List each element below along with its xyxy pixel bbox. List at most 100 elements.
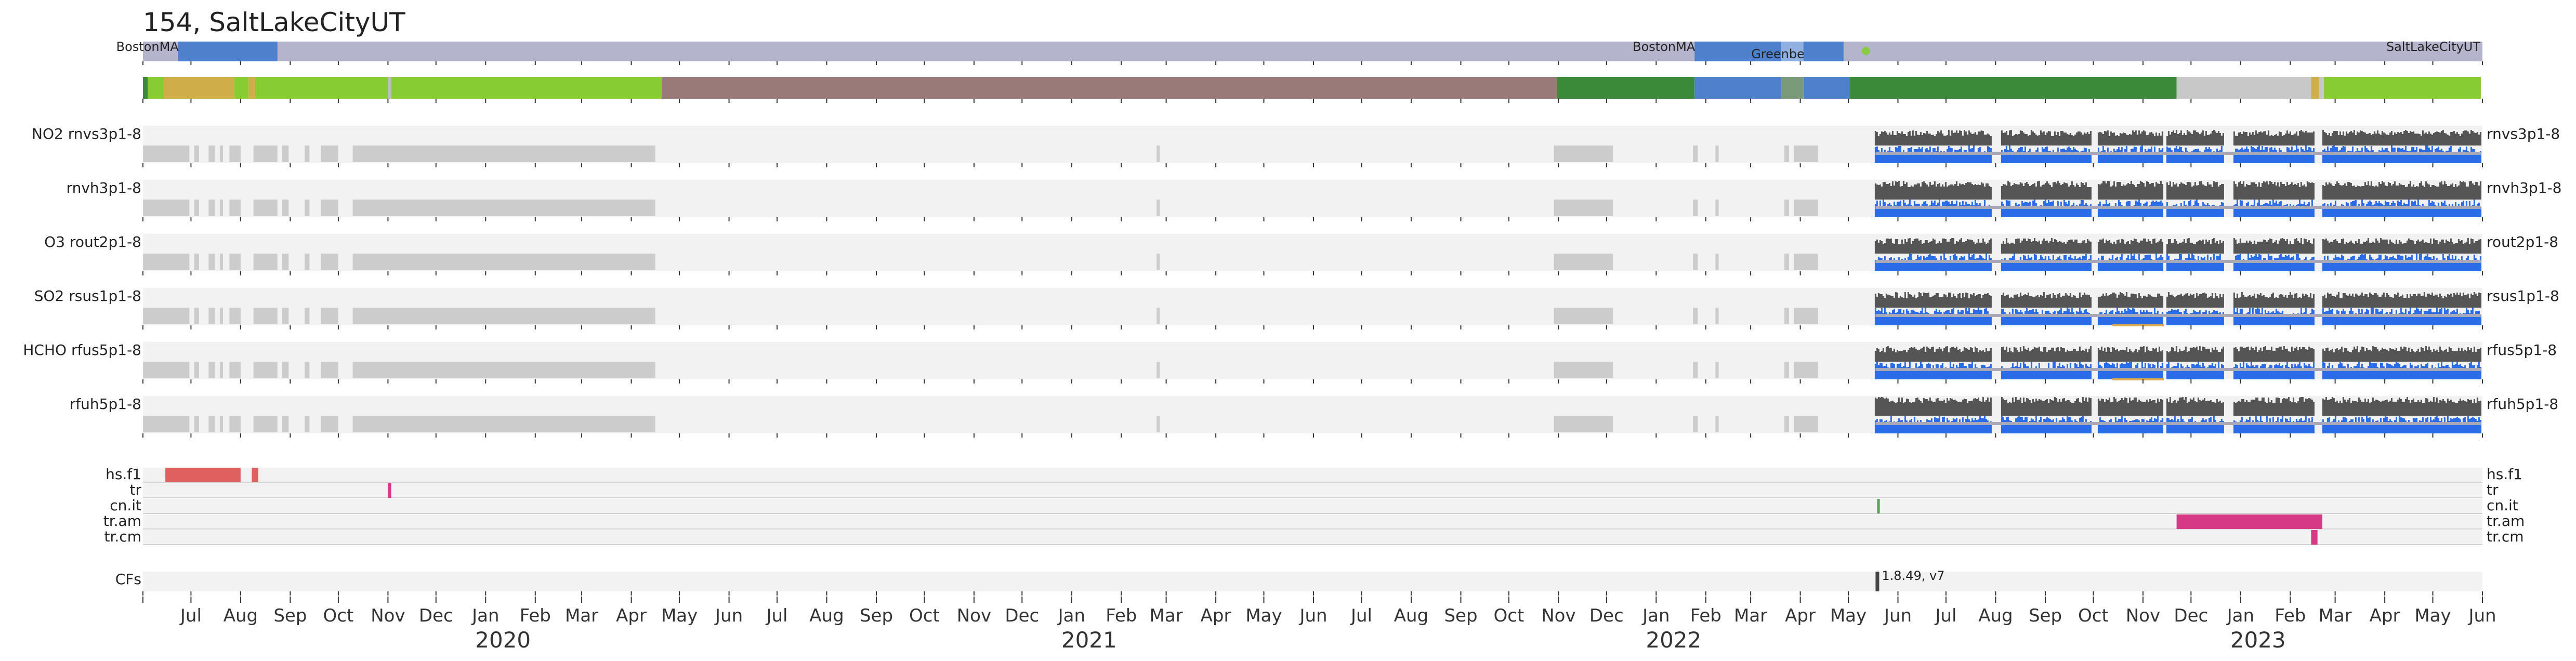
missing-span	[1794, 146, 1818, 162]
missing-span	[143, 254, 190, 270]
missing-span	[253, 254, 278, 270]
flag-row-label: tr.am	[103, 512, 141, 530]
flag-event	[388, 483, 391, 498]
missing-span	[253, 146, 278, 162]
missing-span	[1794, 254, 1818, 270]
flag-row-label: tr	[130, 481, 142, 498]
flag-row-track	[143, 530, 2482, 545]
year-label: 2023	[2230, 627, 2286, 653]
missing-span	[1715, 254, 1719, 270]
missing-span	[1794, 200, 1818, 216]
cf-row-track	[143, 572, 2482, 591]
missing-span	[143, 308, 190, 324]
missing-span	[208, 416, 215, 432]
month-tick-label: Oct	[2078, 605, 2109, 626]
month-tick-label: Jun	[1883, 605, 1912, 626]
product-row-ticks	[142, 379, 2483, 384]
data-blue-bars	[1874, 362, 2481, 379]
missing-span	[1554, 416, 1613, 432]
missing-span	[253, 416, 278, 432]
month-tick-label: Apr	[2370, 605, 2400, 626]
status-segment	[164, 77, 234, 99]
flag-row-track	[143, 468, 2482, 482]
month-tick-label: Mar	[565, 605, 598, 626]
data-blue-bars	[1874, 254, 2481, 271]
status-segment	[148, 77, 164, 99]
location-segment	[1694, 42, 1781, 61]
product-row-right-label: rfus5p1-8	[2487, 341, 2557, 359]
time-axis-ticks	[142, 597, 2483, 603]
missing-span	[229, 200, 241, 216]
missing-span	[194, 416, 199, 432]
missing-span	[321, 416, 338, 432]
status-segment	[248, 77, 255, 99]
product-row-right-label: rnvs3p1-8	[2487, 125, 2560, 142]
data-overlay-band	[1875, 152, 2481, 155]
product-row-right-label: rout2p1-8	[2487, 233, 2558, 250]
flag-event	[165, 468, 241, 482]
location-label: BostonMA	[1633, 39, 1696, 54]
data-gray-bars	[1874, 181, 2481, 200]
status-segment	[2319, 77, 2324, 99]
missing-span	[352, 416, 655, 432]
product-row-label: O3 rout2p1-8	[44, 233, 141, 250]
status-segment	[2324, 77, 2481, 99]
month-tick-label: Feb	[1690, 605, 1721, 626]
missing-span	[282, 362, 289, 378]
flag-row-label: hs.f1	[106, 466, 141, 483]
data-overlay-band	[1875, 206, 2481, 209]
product-row-label: SO2 rsus1p1-8	[34, 287, 141, 305]
missing-span	[208, 200, 215, 216]
missing-span	[305, 200, 310, 216]
status-segment	[391, 77, 662, 99]
month-tick-label: Jun	[2467, 605, 2496, 626]
flag-row-track	[143, 514, 2482, 529]
missing-span	[321, 146, 338, 162]
missing-span	[1156, 200, 1160, 216]
month-tick-label: May	[1245, 605, 1282, 626]
missing-span	[194, 146, 199, 162]
data-gray-bars	[1874, 292, 2481, 308]
missing-span	[352, 254, 655, 270]
missing-span	[219, 146, 224, 162]
flag-row-right-label: cn.it	[2487, 497, 2518, 514]
missing-span	[1156, 416, 1160, 432]
product-row-ticks	[142, 163, 2483, 167]
status-segment	[2311, 77, 2319, 99]
product-row-ticks	[142, 271, 2483, 275]
missing-span	[143, 146, 190, 162]
missing-span	[253, 308, 278, 324]
cf-marker	[1875, 572, 1880, 591]
status-segment	[234, 77, 249, 99]
status-segment	[1694, 77, 1781, 99]
year-label: 2021	[1061, 627, 1117, 653]
status-segment	[255, 77, 388, 99]
status-segment	[1803, 77, 1850, 99]
month-tick-label: Mar	[1734, 605, 1767, 626]
flag-row-right-label: tr.am	[2487, 512, 2525, 530]
missing-span	[282, 308, 289, 324]
missing-span	[143, 416, 190, 432]
month-tick-label: Nov	[1541, 605, 1575, 626]
data-gray-bars	[1874, 238, 2481, 254]
missing-span	[1554, 200, 1613, 216]
missing-span	[1715, 308, 1719, 324]
month-tick-label: Aug	[224, 605, 258, 626]
missing-span	[143, 200, 190, 216]
product-row-label: rnvh3p1-8	[67, 179, 141, 196]
month-tick-label: Aug	[1978, 605, 2013, 626]
missing-span	[253, 200, 278, 216]
status-segment	[1557, 77, 1695, 99]
missing-span	[1784, 200, 1789, 216]
missing-span	[1554, 146, 1613, 162]
missing-span	[1784, 146, 1789, 162]
missing-span	[1693, 416, 1698, 432]
data-gray-bars	[1874, 130, 2481, 146]
missing-span	[321, 254, 338, 270]
missing-span	[305, 146, 310, 162]
data-bump	[2112, 378, 2164, 380]
month-tick-label: Mar	[1150, 605, 1183, 626]
missing-span	[1693, 200, 1698, 216]
status-segment	[143, 77, 148, 99]
